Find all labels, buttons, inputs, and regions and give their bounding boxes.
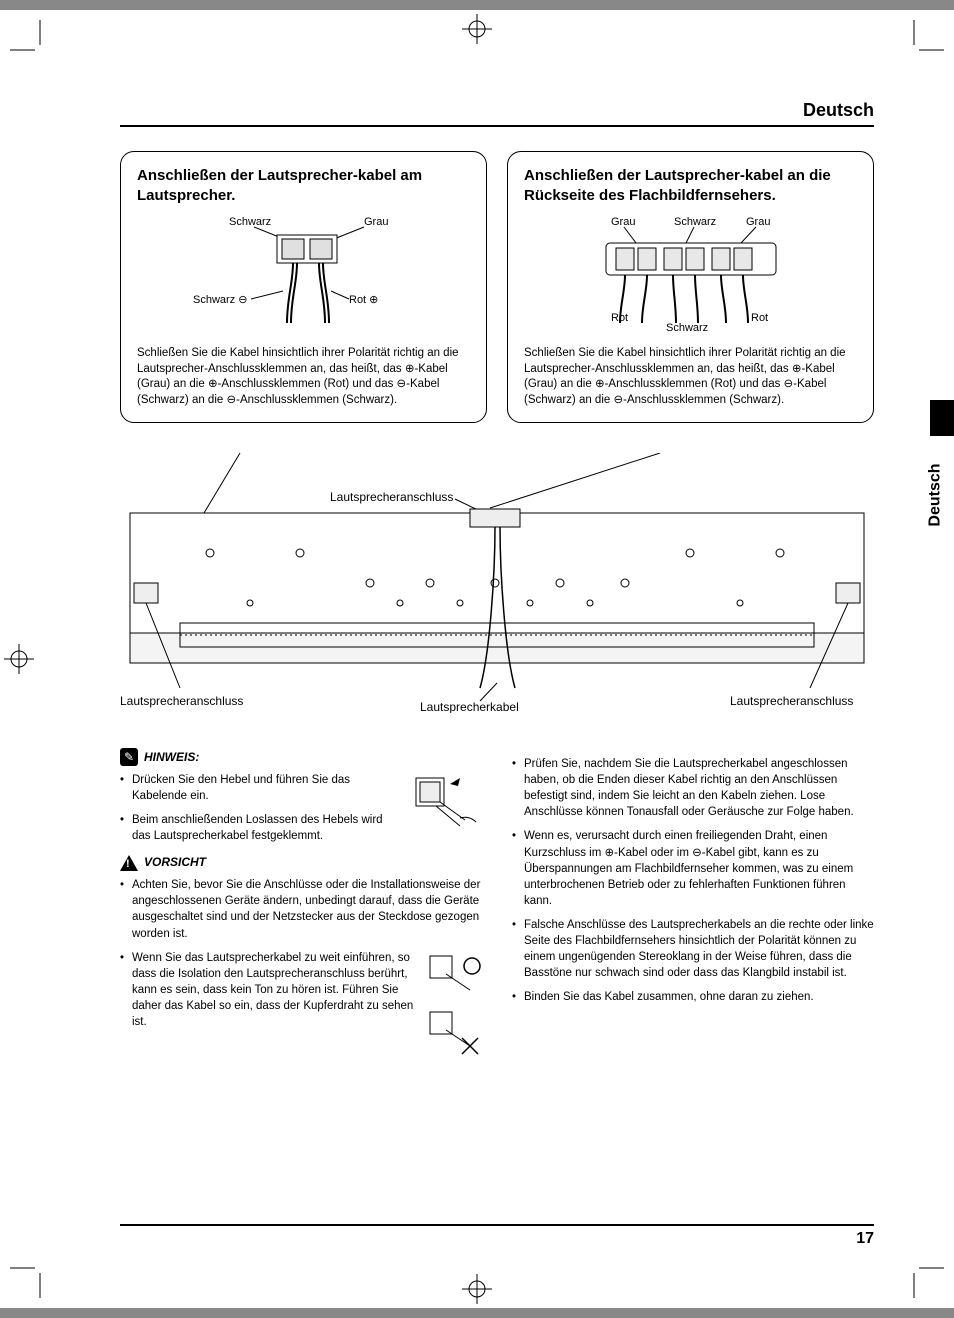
wire-insert-figure [426,950,482,1060]
callout-title: Anschließen der Lautsprecher-kabel am La… [137,166,470,205]
svg-text:Grau: Grau [746,216,770,228]
svg-text:Schwarz: Schwarz [666,322,708,333]
svg-text:Grau: Grau [364,216,388,228]
speaker-terminal-figure: Schwarz Grau Schwarz ⊖ Rot ⊕ [189,213,419,333]
callout-title: Anschließen der Lautsprecher-kabel an di… [524,166,857,205]
vorsicht-list-right: Prüfen Sie, nachdem Sie die Lautsprecher… [512,756,874,1005]
callout-tv-connection: Anschließen der Lautsprecher-kabel an di… [507,151,874,423]
svg-text:Schwarz ⊖: Schwarz ⊖ [193,294,247,306]
side-language-tab: Deutsch [918,440,954,550]
tv-rear-diagram: Lautsprecheranschluss [120,453,874,718]
list-item: Achten Sie, bevor Sie die Anschlüsse ode… [120,877,482,941]
page: Deutsch Deutsch Anschließen der Lautspre… [0,10,954,1308]
crop-mark [10,1258,50,1298]
vorsicht-list-left: Achten Sie, bevor Sie die Anschlüsse ode… [120,877,482,1065]
page-number: 17 [856,1230,874,1247]
svg-text:Schwarz: Schwarz [229,216,271,228]
svg-text:Grau: Grau [611,216,635,228]
svg-text:Rot: Rot [611,312,628,324]
header-language: Deutsch [120,100,874,127]
svg-text:Lautsprecheranschluss: Lautsprecheranschluss [330,490,453,504]
svg-text:Rot: Rot [751,312,768,324]
list-item: Beim anschließenden Loslassen des Hebels… [120,812,482,844]
svg-text:Lautsprecheranschluss: Lautsprecheranschluss [730,694,853,708]
vorsicht-heading: VORSICHT [120,854,482,871]
hinweis-heading: ✎ HINWEIS: [120,748,482,766]
registration-mark [462,14,492,44]
registration-mark [4,644,34,674]
side-tab-label: Deutsch [927,463,945,526]
note-icon: ✎ [120,748,138,766]
callout-description: Schließen Sie die Kabel hinsichtlich ihr… [137,346,470,408]
page-footer: 17 [120,1224,874,1248]
tv-terminal-figure: Grau Schwarz Grau [556,213,826,333]
callout-speaker-connection: Anschließen der Lautsprecher-kabel am La… [120,151,487,423]
list-item: Drücken Sie den Hebel und führen Sie das… [120,772,482,804]
svg-text:Lautsprecheranschluss: Lautsprecheranschluss [120,694,243,708]
caution-icon [120,855,138,871]
list-item: Wenn Sie das Lautsprecherkabel zu weit e… [120,950,482,1066]
crop-mark [904,1258,944,1298]
notes-section: ✎ HINWEIS: Drücken Sie den Hebel und füh… [120,738,874,1074]
crop-mark [904,20,944,60]
list-item: Falsche Anschlüsse des Lautsprecherkabel… [512,917,874,981]
svg-text:Rot ⊕: Rot ⊕ [349,294,378,306]
svg-text:Lautsprecherkabel: Lautsprecherkabel [420,700,519,713]
svg-text:Schwarz: Schwarz [674,216,716,228]
list-item: Prüfen Sie, nachdem Sie die Lautsprecher… [512,756,874,820]
registration-mark [462,1274,492,1304]
list-item: Wenn es, verursacht durch einen freilieg… [512,828,874,908]
list-item: Binden Sie das Kabel zusammen, ohne dara… [512,989,874,1005]
crop-mark [10,20,50,60]
callout-description: Schließen Sie die Kabel hinsichtlich ihr… [524,346,857,408]
